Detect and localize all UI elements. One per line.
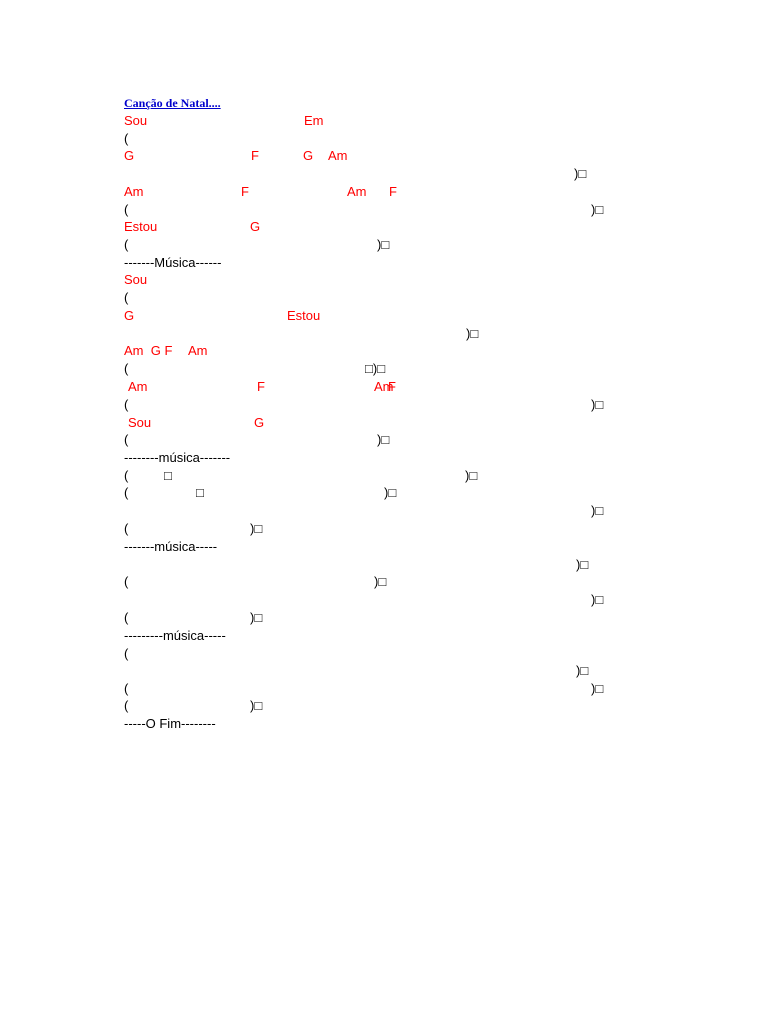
lyric-line-end: )□: [591, 681, 604, 696]
chord-label: F: [241, 184, 249, 199]
end-marker: -----O Fim--------: [124, 716, 216, 731]
box-glyph: □: [595, 681, 604, 696]
chord-label: Sou: [128, 415, 152, 430]
lyric-line: (: [124, 698, 129, 713]
lyric-line-end: )□: [377, 237, 390, 252]
box-glyph: □: [381, 237, 390, 252]
lyric-line: (: [124, 397, 129, 412]
chord-label: F: [388, 379, 396, 394]
chord-label: G: [250, 219, 261, 234]
box-glyph: □: [595, 592, 604, 607]
chord-label: Em: [304, 113, 324, 128]
lyric-line: (: [124, 361, 129, 376]
chord-label: Am: [347, 184, 367, 199]
box-glyph: □: [377, 361, 386, 376]
lyric-line: (: [124, 610, 129, 625]
chord-label: Am: [328, 148, 348, 163]
lyric-line: (: [124, 468, 129, 483]
chord-label: G: [303, 148, 314, 163]
lyric-line-end: )□: [384, 485, 397, 500]
chord-label: Sou: [124, 113, 148, 128]
box-glyph: □: [580, 663, 589, 678]
lyric-line-end: )□: [591, 503, 604, 518]
section-divider: ---------música-----: [124, 628, 226, 643]
section-divider: --------música-------: [124, 450, 231, 465]
box-glyph: □: [578, 166, 587, 181]
box-glyph: □: [381, 432, 390, 447]
box-glyph: □: [164, 468, 172, 483]
chord-label: F: [257, 379, 265, 394]
box-glyph: □: [595, 503, 604, 518]
lyric-line: (: [124, 681, 129, 696]
box-glyph: □: [580, 557, 589, 572]
chord-label: G: [124, 308, 135, 323]
lyric-line: (: [124, 432, 129, 447]
lyric-line-end: )□: [374, 574, 387, 589]
lyric-line-end: )□: [591, 202, 604, 217]
lyric-line-end: )□: [250, 521, 263, 536]
lyric-line-end: )□: [465, 468, 478, 483]
chord-label: Am G F: [124, 343, 173, 358]
chord-label: Sou: [124, 272, 148, 287]
lyric-line-end: )□: [377, 432, 390, 447]
chord-label: Am: [128, 379, 148, 394]
lyric-line: (: [124, 485, 129, 500]
lyric-line-end: )□: [574, 166, 587, 181]
chord-label: G: [124, 148, 135, 163]
lyric-line-end: □)□: [365, 361, 386, 376]
box-glyph: □: [470, 326, 479, 341]
chord-label: Am: [124, 184, 144, 199]
lyric-line-end: )□: [250, 698, 263, 713]
song-title[interactable]: Canção de Natal....: [124, 96, 221, 110]
lyric-line-end: )□: [576, 557, 589, 572]
lyric-line-end: )□: [250, 610, 263, 625]
section-divider: -------Música------: [124, 255, 222, 270]
lyric-line-end: )□: [576, 663, 589, 678]
chord-label: F: [251, 148, 259, 163]
lyric-line: (: [124, 131, 129, 146]
lyric-line-end: )□: [466, 326, 479, 341]
box-glyph: □: [254, 521, 263, 536]
lyric-line: (: [124, 237, 129, 252]
box-glyph: □: [469, 468, 478, 483]
box-glyph: □: [595, 202, 604, 217]
box-glyph: □: [595, 397, 604, 412]
box-glyph: □: [365, 361, 373, 376]
box-glyph: □: [378, 574, 387, 589]
lyric-line: (: [124, 521, 129, 536]
box-glyph: □: [254, 698, 263, 713]
lyric-line-end: )□: [591, 592, 604, 607]
box-glyph: □: [196, 485, 204, 500]
box-glyph: □: [254, 610, 263, 625]
chord-label: F: [389, 184, 397, 199]
chord-label: Estou: [287, 308, 321, 323]
lyric-line-end: )□: [591, 397, 604, 412]
chord-label: Am: [374, 379, 394, 394]
lyric-line: (: [124, 574, 129, 589]
chord-label: G: [254, 415, 265, 430]
section-divider: -------música-----: [124, 539, 218, 554]
lyric-line: (: [124, 290, 129, 305]
lyric-line: (: [124, 202, 129, 217]
box-glyph: □: [388, 485, 397, 500]
lyric-line: (: [124, 646, 129, 661]
chord-label: Am: [188, 343, 208, 358]
chord-label: Estou: [124, 219, 158, 234]
